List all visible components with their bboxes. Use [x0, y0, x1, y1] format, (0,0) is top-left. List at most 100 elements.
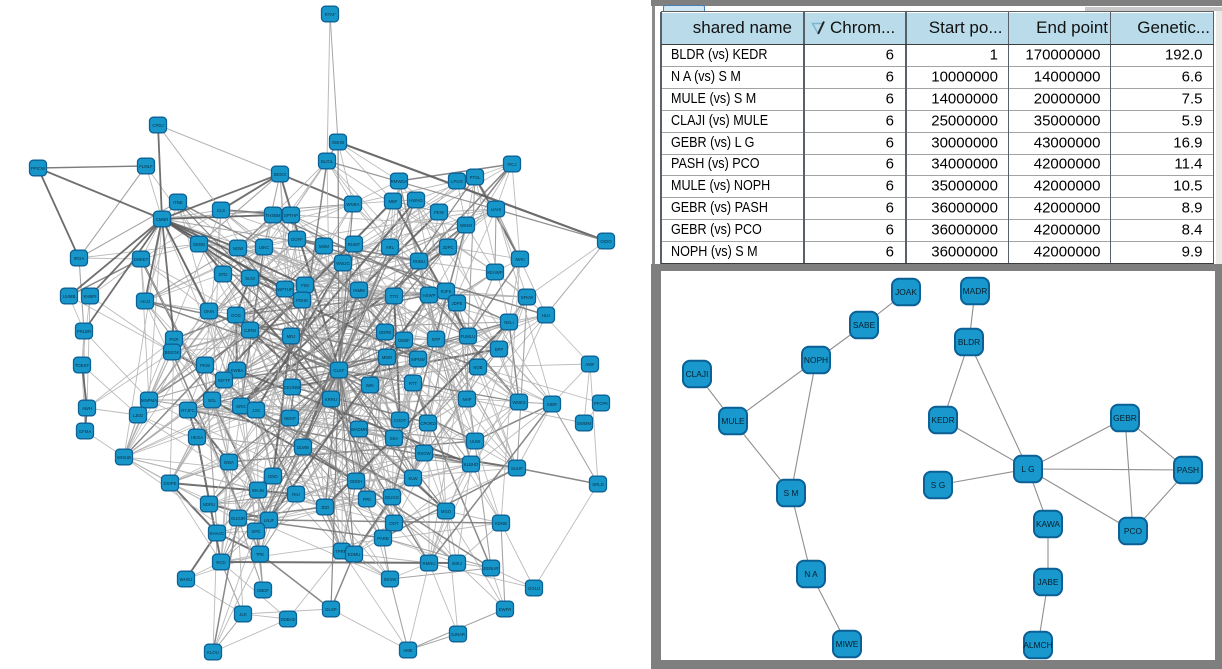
svg-text:IMKJ: IMKJ	[452, 561, 462, 566]
svg-text:N A: N A	[804, 569, 818, 579]
svg-text:NDRU: NDRU	[203, 502, 215, 507]
svg-text:MMO: MMO	[382, 355, 393, 360]
svg-text:SKSW: SKSW	[384, 577, 398, 582]
svg-text:HEGA: HEGA	[191, 435, 203, 440]
svg-text:KLBHO: KLBHO	[464, 462, 479, 467]
svg-text:WAJN: WAJN	[252, 488, 264, 493]
svg-text:OKIN: OKIN	[204, 309, 215, 314]
svg-text:COOT: COOT	[394, 418, 407, 423]
svg-text:RTT: RTT	[409, 381, 418, 386]
svg-text:PKW: PKW	[200, 363, 211, 368]
svg-text:RHBU: RHBU	[413, 259, 425, 264]
svg-text:DLWB: DLWB	[297, 445, 309, 450]
svg-text:BLDR: BLDR	[958, 337, 980, 347]
svg-text:MBF: MBF	[388, 199, 397, 204]
svg-text:CLKF: CLKF	[334, 368, 345, 373]
svg-text:AWH: AWH	[82, 406, 92, 411]
svg-text:GGUJ: GGUJ	[528, 586, 540, 591]
svg-text:RCD: RCD	[216, 560, 225, 565]
svg-text:JDPC: JDPC	[442, 245, 453, 250]
svg-text:KAWA: KAWA	[1036, 519, 1060, 529]
svg-text:KDNB: KDNB	[495, 521, 507, 526]
svg-text:NTP: NTP	[432, 337, 441, 342]
svg-text:PPICW: PPICW	[31, 166, 46, 171]
svg-text:DEBF: DEBF	[398, 338, 410, 343]
svg-text:NOB: NOB	[473, 365, 482, 370]
svg-text:SFKW: SFKW	[521, 295, 534, 300]
svg-text:UIKC: UIKC	[259, 245, 269, 250]
svg-text:SABE: SABE	[853, 320, 876, 330]
svg-text:SUUP: SUUP	[511, 466, 523, 471]
svg-text:INMM: INMM	[353, 288, 365, 293]
svg-text:HSWP: HSWP	[423, 293, 436, 298]
svg-text:WISUB: WISUB	[117, 455, 131, 460]
svg-text:DNO: DNO	[268, 474, 278, 479]
svg-text:MULE: MULE	[721, 416, 745, 426]
svg-text:TPRFT: TPRFT	[335, 549, 349, 554]
svg-text:IROA: IROA	[74, 256, 85, 261]
svg-text:LNJF: LNJF	[264, 518, 275, 523]
svg-text:CLAJI: CLAJI	[686, 369, 709, 379]
svg-text:OIGO: OIGO	[600, 239, 612, 244]
svg-text:PEW: PEW	[434, 210, 445, 215]
svg-text:KIBR: KIBR	[547, 402, 557, 407]
svg-text:FICJ: FICJ	[507, 162, 516, 167]
svg-text:PARB: PARB	[377, 536, 389, 541]
svg-text:RSGW: RSGW	[417, 451, 431, 456]
svg-text:CEUNW: CEUNW	[284, 385, 301, 390]
svg-text:CPDJ: CPDJ	[152, 123, 163, 128]
svg-text:MPNW: MPNW	[411, 357, 426, 362]
svg-text:DLSP: DLSP	[325, 607, 336, 612]
svg-text:GEBR: GEBR	[1113, 413, 1137, 423]
svg-text:DDBAE: DDBAE	[281, 617, 296, 622]
svg-text:PRLBR: PRLBR	[77, 329, 91, 334]
svg-text:GFMA: GFMA	[79, 429, 92, 434]
svg-text:KRRU: KRRU	[325, 397, 337, 402]
svg-text:RTAF: RTAF	[325, 12, 336, 17]
svg-text:IWK: IWK	[366, 383, 374, 388]
svg-text:DSIPE: DSIPE	[164, 481, 177, 486]
svg-text:RIU: RIU	[292, 492, 299, 497]
svg-text:THSBM: THSBM	[265, 213, 280, 218]
svg-text:BLGIL: BLGIL	[321, 159, 334, 164]
svg-text:OBDF: OBDF	[257, 588, 269, 593]
svg-text:BIOOI: BIOOI	[274, 172, 286, 177]
svg-text:SSA: SSA	[390, 436, 399, 441]
svg-text:SLNI: SLNI	[245, 276, 255, 281]
svg-text:RMNU: RMNU	[423, 561, 436, 566]
svg-text:DWA: DWA	[224, 460, 234, 465]
svg-text:FPE: FPE	[363, 497, 371, 502]
svg-text:KLW: KLW	[409, 476, 419, 481]
svg-text:RUMT: RUMT	[348, 242, 361, 247]
svg-text:HWHG: HWHG	[409, 198, 423, 203]
svg-text:GOG: GOG	[231, 313, 242, 318]
svg-text:KEAWP: KEAWP	[487, 270, 502, 275]
svg-text:UAHI: UAHI	[491, 207, 501, 212]
svg-text:FIM: FIM	[301, 283, 309, 288]
svg-text:ALMCH: ALMCH	[1023, 640, 1052, 650]
svg-text:JDD: JDD	[321, 505, 329, 510]
svg-text:WMES: WMES	[512, 400, 526, 405]
svg-text:NOPH: NOPH	[804, 355, 828, 365]
svg-text:KLOU: KLOU	[207, 650, 219, 655]
svg-text:TTG: TTG	[390, 294, 399, 299]
svg-text:SWMM: SWMM	[577, 421, 592, 426]
svg-text:OOT: OOT	[389, 521, 399, 526]
svg-text:WWJG: WWJG	[336, 261, 350, 266]
svg-text:SPG: SPG	[251, 529, 261, 534]
svg-text:WINM: WINM	[460, 223, 472, 228]
svg-text:MGO: MGO	[441, 509, 452, 514]
svg-text:PTSL: PTSL	[470, 175, 481, 180]
svg-text:EWFR: EWFR	[499, 607, 512, 612]
svg-text:MSM: MSM	[319, 244, 329, 249]
svg-text:DOFF: DOFF	[291, 237, 303, 242]
svg-text:PFCPK: PFCPK	[594, 401, 608, 406]
svg-text:UUW: UUW	[470, 439, 481, 444]
svg-text:S G: S G	[931, 480, 945, 490]
svg-text:GBHB: GBHB	[332, 140, 344, 145]
svg-text:MIWE: MIWE	[836, 639, 859, 649]
svg-text:GUGIR: GUGIR	[231, 516, 245, 521]
svg-text:KEDR: KEDR	[931, 415, 954, 425]
svg-text:WNRA: WNRA	[346, 202, 359, 207]
svg-text:ODPB: ODPB	[379, 330, 391, 335]
